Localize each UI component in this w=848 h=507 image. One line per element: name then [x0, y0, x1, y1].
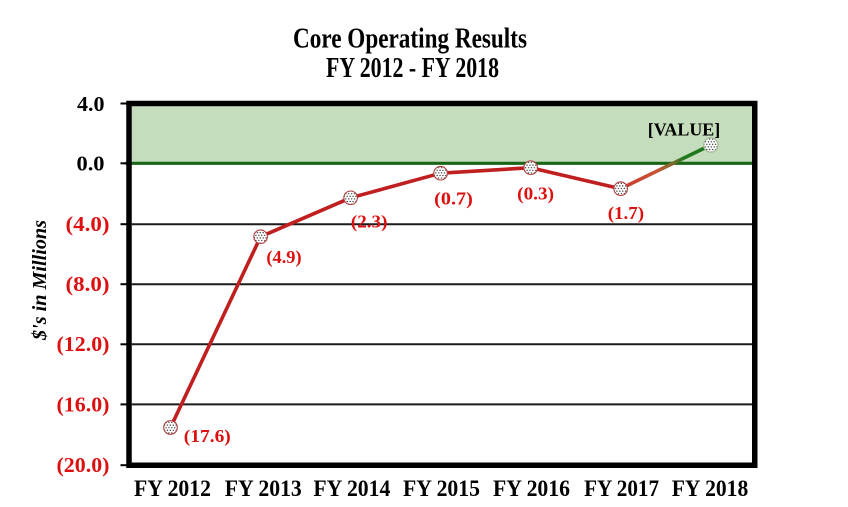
svg-text:FY 2016: FY 2016	[493, 476, 570, 502]
svg-text:(0.3): (0.3)	[517, 184, 554, 205]
svg-text:(8.0): (8.0)	[66, 272, 110, 296]
svg-text:Core Operating Results: Core Operating Results	[293, 23, 527, 55]
svg-text:(12.0): (12.0)	[57, 332, 110, 356]
svg-text:FY 2014: FY 2014	[313, 476, 390, 502]
svg-text:(1.7): (1.7)	[608, 203, 644, 224]
svg-text:FY 2018: FY 2018	[672, 476, 749, 502]
svg-text:(20.0): (20.0)	[57, 453, 110, 477]
svg-text:FY 2013: FY 2013	[225, 476, 302, 502]
svg-text:4.0: 4.0	[77, 92, 105, 116]
svg-text:(4.9): (4.9)	[266, 247, 301, 268]
svg-text:FY 2017: FY 2017	[584, 476, 659, 502]
svg-text:(16.0): (16.0)	[57, 392, 110, 416]
svg-text:FY 2012 - FY 2018: FY 2012 - FY 2018	[326, 52, 499, 84]
svg-text:(4.0): (4.0)	[66, 212, 110, 236]
svg-text:$'s in Millions: $'s in Millions	[29, 220, 51, 341]
svg-text:FY 2012: FY 2012	[134, 476, 211, 502]
svg-text:FY 2015: FY 2015	[403, 476, 480, 502]
svg-text:0.0: 0.0	[77, 152, 105, 176]
svg-text:[VALUE]: [VALUE]	[648, 120, 721, 140]
svg-text:(0.7): (0.7)	[434, 189, 473, 210]
svg-text:(17.6): (17.6)	[184, 426, 231, 447]
svg-text:(2.3): (2.3)	[351, 212, 388, 233]
